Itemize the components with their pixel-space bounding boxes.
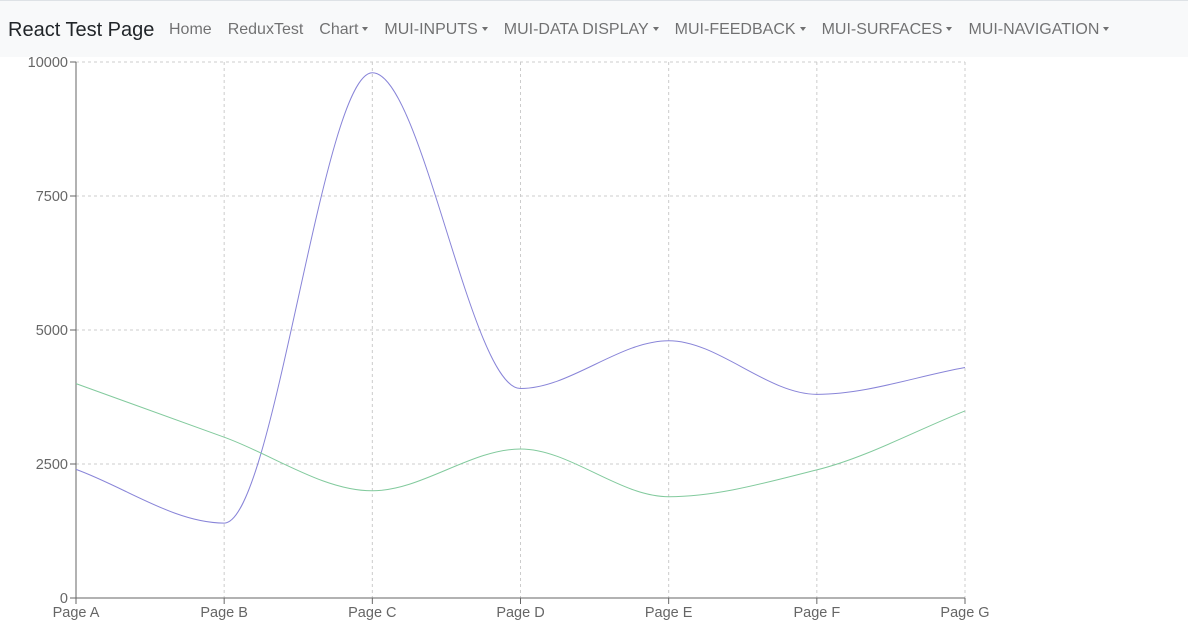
line-chart: 0 2500 5000 7500 10000 Page A Page B Page C Page… — [28, 55, 990, 621]
x-tick-label: Page B — [200, 605, 248, 621]
caret-down-icon — [652, 27, 659, 31]
nav-item-label: Home — [169, 21, 212, 38]
nav-item-mui-surfaces[interactable]: MUI-SURFACES — [814, 19, 961, 41]
nav-item-mui-data-display[interactable]: MUI-DATA DISPLAY — [496, 19, 667, 41]
nav-item-label: MUI-FEEDBACK — [674, 21, 796, 38]
caret-down-icon — [799, 27, 806, 31]
x-tick-label: Page E — [645, 605, 693, 621]
nav-item-label: Chart — [319, 21, 359, 38]
chart-container: 0 2500 5000 7500 10000 Page A Page B Page C Page… — [0, 55, 1188, 626]
y-tick-label: 2500 — [36, 457, 68, 473]
nav-item-mui-feedback[interactable]: MUI-FEEDBACK — [667, 19, 814, 41]
x-tick-label: Page A — [53, 605, 100, 621]
nav-item-label: MUI-NAVIGATION — [968, 21, 1100, 38]
series-line-2 — [75, 383, 966, 498]
nav-item-label: MUI-INPUTS — [384, 21, 478, 38]
caret-down-icon — [946, 27, 953, 31]
navbar-brand[interactable]: React Test Page — [8, 19, 155, 41]
nav-item-label: MUI-SURFACES — [821, 21, 943, 38]
nav-item-label: ReduxTest — [227, 21, 304, 38]
y-tick-label: 7500 — [36, 189, 68, 205]
series-line-1 — [75, 72, 966, 524]
chart-grid — [76, 61, 966, 598]
caret-down-icon — [481, 27, 488, 31]
nav-item-home[interactable]: Home — [161, 19, 220, 41]
y-tick-label: 0 — [60, 591, 68, 607]
nav-item-chart[interactable]: Chart — [311, 19, 376, 41]
chart-lines — [75, 72, 966, 524]
chart-axes — [70, 61, 966, 604]
y-tick-label: 5000 — [36, 323, 68, 339]
nav-item-label: MUI-DATA DISPLAY — [503, 21, 649, 38]
caret-down-icon — [1103, 27, 1110, 31]
x-tick-label: Page G — [940, 605, 989, 621]
x-tick-label: Page F — [793, 605, 840, 621]
x-tick-label: Page C — [348, 605, 396, 621]
navbar: React Test Page Home ReduxTest Chart MUI-IN… — [0, 0, 1188, 57]
chart-tick-labels: 0 2500 5000 7500 10000 Page A Page B Page C Page… — [28, 55, 990, 621]
nav-item-mui-navigation[interactable]: MUI-NAVIGATION — [960, 19, 1117, 41]
y-tick-label: 10000 — [28, 57, 68, 71]
nav-item-mui-inputs[interactable]: MUI-INPUTS — [376, 19, 495, 41]
nav-item-reduxtest[interactable]: ReduxTest — [220, 19, 312, 41]
nav-items: Home ReduxTest Chart MUI-INPUTS MUI-DATA DIS… — [161, 19, 1117, 41]
caret-down-icon — [362, 27, 369, 31]
x-tick-label: Page D — [496, 605, 544, 621]
